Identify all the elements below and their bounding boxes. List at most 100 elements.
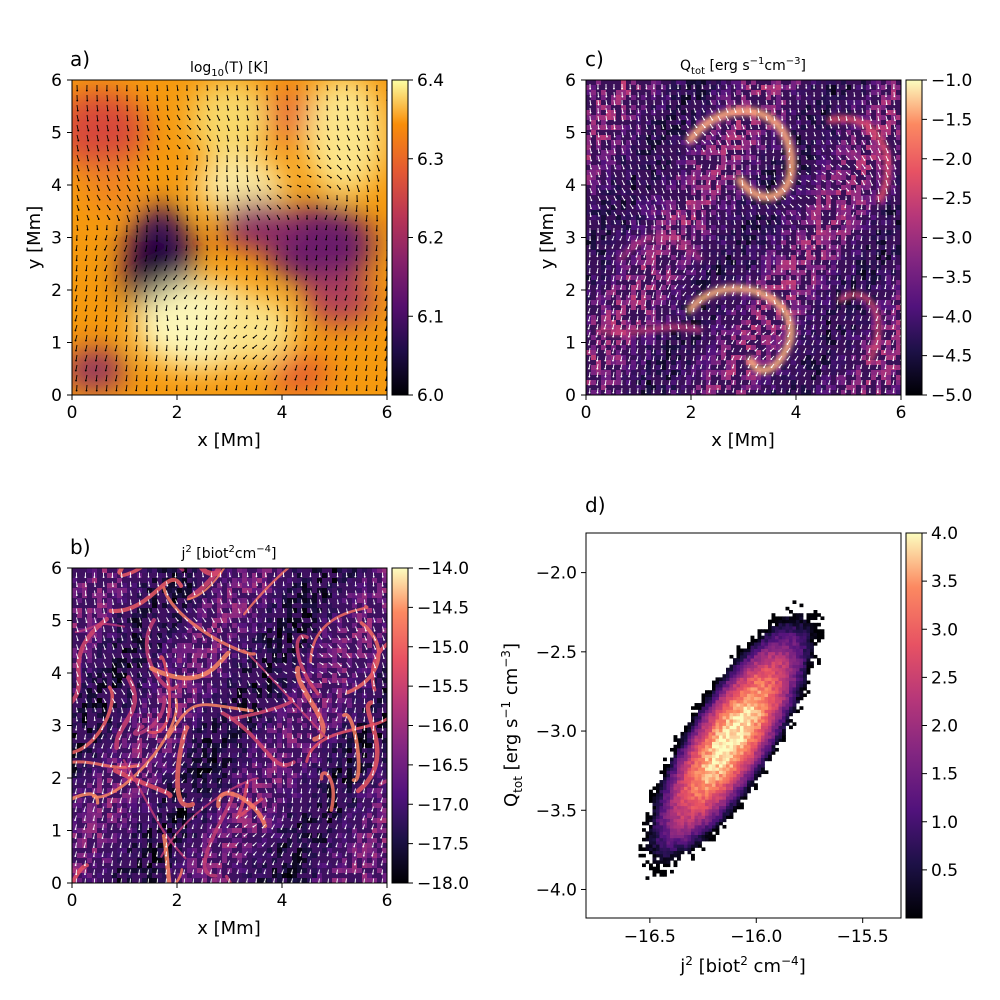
panel-b-y-axis: 0 1 2 3 4 5 6 — [51, 559, 72, 894]
panel-b-ytick: 2 — [51, 769, 62, 789]
panel-c-vector-field — [587, 83, 901, 394]
panel-d-colorbar-tick: 0.5 — [931, 861, 958, 881]
panel-c-ytick: 3 — [565, 229, 576, 249]
panel-d-ytick: −2.0 — [536, 564, 577, 584]
panel-b-colorbar-tick: −17.0 — [417, 795, 469, 815]
panel-b-colorbar: −18.0 −17.5 −17.0 −16.5 −16.0 −15.5 −15.… — [391, 559, 469, 894]
panel-b-colorbar-tick: −15.0 — [417, 638, 469, 658]
panel-a-colorbar-tick: 6.4 — [417, 71, 444, 91]
panel-d-histogram — [638, 600, 825, 880]
panel-d-colorbar-tick: 1.0 — [931, 813, 958, 833]
panel-b-ytick: 6 — [51, 559, 62, 579]
panel-b-ytick: 5 — [51, 612, 62, 632]
panel-c-xtick: 6 — [896, 403, 907, 423]
panel-d-axes: −16.5 −16.0 −15.5 −4.0 −3.5 −3.0 −2.5 −2.0 — [536, 564, 889, 947]
panel-a-colorbar-tick: 6.1 — [417, 307, 444, 327]
panel-d-ytick: −2.5 — [536, 643, 577, 663]
panel-d-colorbar-tick: 2.0 — [931, 717, 958, 737]
panel-a-xlabel: x [Mm] — [197, 430, 260, 451]
panel-a-ytick: 1 — [51, 334, 62, 354]
panel-c-colorbar-tick: −4.5 — [931, 347, 972, 367]
panel-b-ytick: 4 — [51, 664, 62, 684]
panel-b-x-axis: 0 2 4 6 x [Mm] — [67, 883, 393, 939]
panel-a-colorbar: 6.0 6.1 6.2 6.3 6.4 — [391, 71, 444, 406]
panel-b-colorbar-tick: −17.5 — [417, 835, 469, 855]
panel-d-ytick: −3.5 — [536, 801, 577, 821]
panel-c-ytick: 5 — [565, 124, 576, 144]
panel-c-colorbar: −5.0 −4.5 −4.0 −3.5 −3.0 −2.5 −2.0 −1.5 … — [905, 71, 972, 406]
panel-d-colorbar-tick: 3.0 — [931, 620, 958, 640]
panel-b-colorbar-tick: −14.0 — [417, 559, 469, 579]
panel-d-ytick: −4.0 — [536, 880, 577, 900]
panel-d-xtick: −16.0 — [730, 927, 782, 947]
panel-a: a) log10(T) [K] — [24, 47, 444, 451]
panel-a-colorbar-tick: 6.2 — [417, 229, 444, 249]
panel-b-xtick: 0 — [67, 891, 78, 911]
panel-c-xtick: 4 — [791, 403, 802, 423]
panel-c-colorbar-tick: −2.0 — [931, 150, 972, 170]
panel-b-heatmap — [72, 568, 387, 883]
panel-a-xtick: 0 — [67, 403, 78, 423]
panel-a-ytick: 3 — [51, 229, 62, 249]
panel-c-ytick: 0 — [565, 386, 576, 406]
panel-c: c) Qtot [erg s−1cm−3] 0 2 4 6 — [537, 47, 972, 451]
panel-b-title: j2 [biot2cm−4] — [181, 544, 277, 562]
panel-b-ytick: 0 — [51, 874, 62, 894]
panel-c-y-axis: 0 1 2 3 4 5 6 y [Mm] — [537, 71, 586, 406]
panel-b-xtick: 4 — [277, 891, 288, 911]
panel-d-colorbar: 0.5 1.0 1.5 2.0 2.5 3.0 3.5 4.0 — [905, 524, 958, 919]
panel-b-xtick: 6 — [382, 891, 393, 911]
panel-c-colorbar-tick: −4.0 — [931, 307, 972, 327]
panel-b-xtick: 2 — [172, 891, 183, 911]
panel-c-xlabel: x [Mm] — [711, 430, 774, 451]
panel-c-title: Qtot [erg s−1cm−3] — [680, 56, 806, 77]
panel-c-ytick: 4 — [565, 176, 576, 196]
panel-a-vector-field — [74, 84, 387, 395]
panel-c-colorbar-tick: −1.0 — [931, 71, 972, 91]
panel-c-xtick: 0 — [581, 403, 592, 423]
panel-d-xtick: −16.5 — [624, 927, 676, 947]
panel-a-label: a) — [70, 47, 90, 71]
panel-b-field-lines — [74, 572, 385, 883]
panel-d-colorbar-tick: 2.5 — [931, 668, 958, 688]
panel-c-ytick: 1 — [565, 334, 576, 354]
panel-b-colorbar-tick: −16.5 — [417, 756, 469, 776]
panel-c-colorbar-tick: −2.5 — [931, 189, 972, 209]
panel-c-ytick: 6 — [565, 71, 576, 91]
panel-a-colorbar-tick: 6.3 — [417, 150, 444, 170]
panel-a-ylabel: y [Mm] — [24, 206, 45, 269]
panel-b-colorbar-tick: −16.0 — [417, 717, 469, 737]
panel-a-xtick: 4 — [277, 403, 288, 423]
panel-b-colorbar-tick: −14.5 — [417, 598, 469, 618]
panel-a-xtick: 6 — [382, 403, 393, 423]
panel-b-label: b) — [70, 535, 91, 559]
panel-c-colorbar-tick: −3.5 — [931, 268, 972, 288]
panel-d-colorbar-tick: 4.0 — [931, 524, 958, 544]
panel-c-colorbar-tick: −1.5 — [931, 110, 972, 130]
panel-c-heatmap — [586, 80, 901, 395]
panel-c-ytick: 2 — [565, 281, 576, 301]
panel-a-heatmap — [72, 80, 387, 395]
panel-a-ytick: 0 — [51, 386, 62, 406]
panel-d-xlabel: j2 [biot2 cm−4] — [679, 954, 805, 977]
panel-a-ytick: 4 — [51, 176, 62, 196]
panel-d-colorbar-tick: 3.5 — [931, 572, 958, 592]
panel-d-ylabel: Qtot [erg s−1 cm−3] — [499, 643, 525, 807]
panel-d-xtick: −15.5 — [837, 927, 889, 947]
panel-a-y-axis: 0 1 2 3 4 5 6 y [Mm] — [24, 71, 72, 406]
panel-c-colorbar-tick: −5.0 — [931, 386, 972, 406]
panel-b: b) j2 [biot2cm−4] 0 2 4 6 x [Mm] — [51, 535, 469, 939]
panel-c-label: c) — [585, 47, 604, 71]
panel-b-colorbar-tick: −15.5 — [417, 677, 469, 697]
panel-c-xtick: 2 — [686, 403, 697, 423]
panel-b-ytick: 3 — [51, 717, 62, 737]
panel-a-title: log10(T) [K] — [190, 60, 268, 79]
panel-c-colorbar-tick: −3.0 — [931, 229, 972, 249]
panel-a-ytick: 5 — [51, 124, 62, 144]
panel-b-ytick: 1 — [51, 822, 62, 842]
panel-c-x-axis: 0 2 4 6 x [Mm] — [581, 395, 907, 451]
panel-d: d) −16.5 −16.0 −15.5 −4.0 −3.5 −3.0 −2.5 −2.0 j… — [499, 493, 958, 977]
panel-a-ytick: 2 — [51, 281, 62, 301]
panel-a-xtick: 2 — [172, 403, 183, 423]
